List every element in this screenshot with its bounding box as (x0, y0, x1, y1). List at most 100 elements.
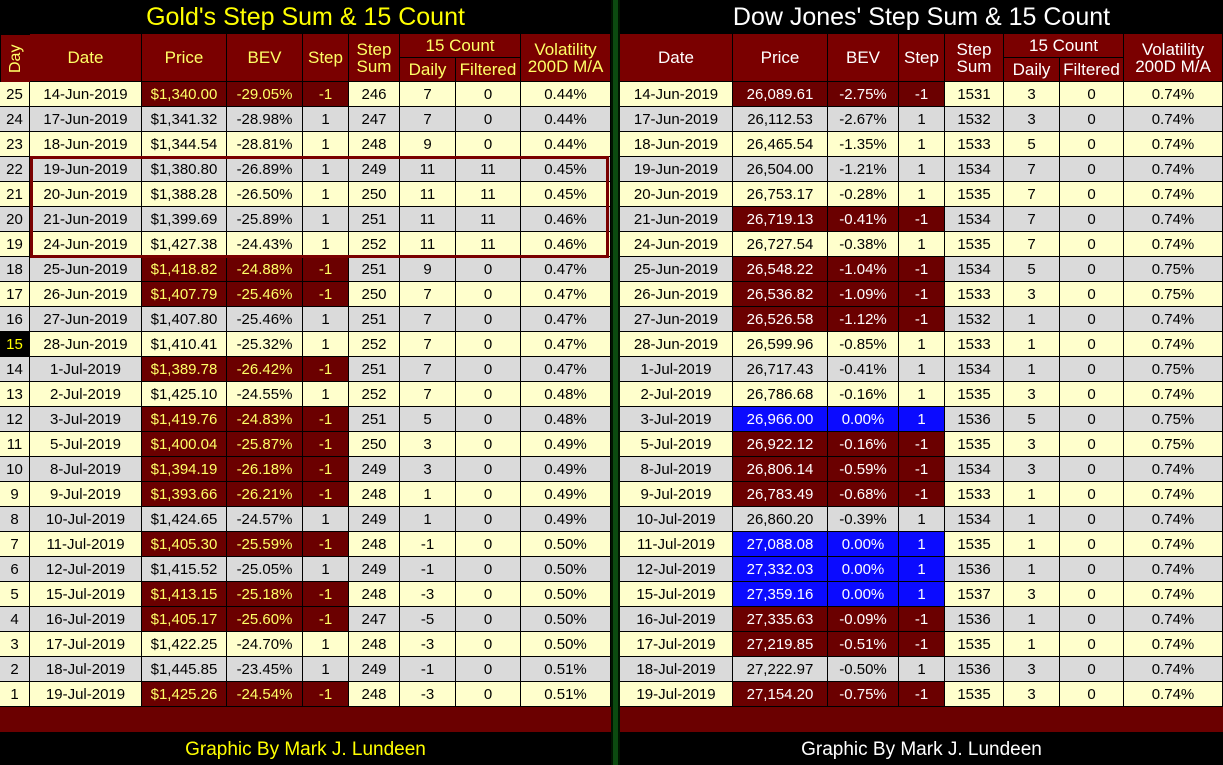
table-row: 3 17-Jul-2019 $1,422.25 -24.70% 1 248 -3 0 0.50% (0, 632, 611, 657)
price-cell: $1,415.52 (142, 557, 227, 582)
filtered-cell: 0 (1060, 607, 1124, 632)
volatility-cell: 0.75% (1124, 432, 1223, 457)
date-cell: 10-Jul-2019 (30, 507, 142, 532)
volatility-cell: 0.45% (521, 182, 611, 207)
bev-cell: -0.68% (828, 482, 899, 507)
day-cell: 14 (0, 357, 30, 382)
price-cell: 26,112.53 (733, 107, 828, 132)
bev-cell: -26.18% (227, 457, 303, 482)
date-cell: 16-Jul-2019 (30, 607, 142, 632)
step-cell: -1 (899, 457, 945, 482)
daily-cell: 7 (400, 307, 456, 332)
table-row: 20-Jun-2019 26,753.17 -0.28% 1 1535 7 0 0.74% (620, 182, 1223, 207)
date-cell: 2-Jul-2019 (620, 382, 733, 407)
header-date: Date (30, 34, 142, 82)
daily-cell: 1 (1004, 632, 1060, 657)
date-cell: 12-Jul-2019 (30, 557, 142, 582)
header-filtered: Filtered (456, 58, 521, 82)
filtered-cell: 0 (1060, 257, 1124, 282)
step-cell: -1 (899, 432, 945, 457)
volatility-cell: 0.49% (521, 432, 611, 457)
volatility-cell: 0.74% (1124, 132, 1223, 157)
date-cell: 5-Jul-2019 (620, 432, 733, 457)
filtered-cell: 0 (456, 482, 521, 507)
filtered-cell: 0 (1060, 307, 1124, 332)
filtered-cell: 0 (1060, 232, 1124, 257)
filtered-cell: 0 (456, 357, 521, 382)
daily-cell: 1 (1004, 332, 1060, 357)
date-cell: 18-Jul-2019 (30, 657, 142, 682)
date-cell: 25-Jun-2019 (620, 257, 733, 282)
date-cell: 18-Jul-2019 (620, 657, 733, 682)
table-row: 12 3-Jul-2019 $1,419.76 -24.83% -1 251 5 0 0.48% (0, 407, 611, 432)
filtered-cell: 11 (456, 232, 521, 257)
daily-cell: 1 (1004, 557, 1060, 582)
daily-cell: 9 (400, 257, 456, 282)
date-cell: 26-Jun-2019 (620, 282, 733, 307)
filtered-cell: 0 (456, 432, 521, 457)
date-cell: 20-Jun-2019 (30, 182, 142, 207)
day-cell: 17 (0, 282, 30, 307)
table-row: 17-Jun-2019 26,112.53 -2.67% 1 1532 3 0 0.74% (620, 107, 1223, 132)
step-cell: 1 (899, 107, 945, 132)
header-volatility: Volatility 200D M/A (1124, 34, 1223, 82)
table-row: 21-Jun-2019 26,719.13 -0.41% -1 1534 7 0 0.74% (620, 207, 1223, 232)
price-cell: 27,335.63 (733, 607, 828, 632)
daily-cell: 7 (400, 382, 456, 407)
price-cell: $1,405.17 (142, 607, 227, 632)
filtered-cell: 0 (456, 82, 521, 107)
volatility-cell: 0.74% (1124, 232, 1223, 257)
dow-table-title: Dow Jones' Step Sum & 15 Count (732, 3, 1111, 31)
volatility-cell: 0.74% (1124, 457, 1223, 482)
price-cell: 26,465.54 (733, 132, 828, 157)
table-row: 25-Jun-2019 26,548.22 -1.04% -1 1534 5 0 0.75% (620, 257, 1223, 282)
daily-cell: 7 (1004, 207, 1060, 232)
filtered-cell: 0 (456, 282, 521, 307)
header-volatility: Volatility 200D M/A (521, 34, 611, 82)
table-row: 14-Jun-2019 26,089.61 -2.75% -1 1531 3 0 0.74% (620, 82, 1223, 107)
bev-cell: -0.50% (828, 657, 899, 682)
filtered-cell: 0 (1060, 507, 1124, 532)
table-row: 16-Jul-2019 27,335.63 -0.09% -1 1536 1 0 0.74% (620, 607, 1223, 632)
step-cell: 1 (303, 207, 349, 232)
table-row: 5 15-Jul-2019 $1,413.15 -25.18% -1 248 -3 0 0.50… (0, 582, 611, 607)
table-row: 4 16-Jul-2019 $1,405.17 -25.60% -1 247 -5 0 0.50… (0, 607, 611, 632)
daily-cell: 1 (400, 482, 456, 507)
daily-cell: 3 (1004, 82, 1060, 107)
volatility-cell: 0.47% (521, 257, 611, 282)
filtered-cell: 0 (1060, 557, 1124, 582)
bev-cell: 0.00% (828, 407, 899, 432)
bev-cell: -1.21% (828, 157, 899, 182)
bev-cell: -1.35% (828, 132, 899, 157)
daily-cell: 3 (1004, 657, 1060, 682)
volatility-cell: 0.50% (521, 632, 611, 657)
filtered-cell: 11 (456, 182, 521, 207)
daily-cell: 1 (400, 507, 456, 532)
date-cell: 27-Jun-2019 (30, 307, 142, 332)
day-cell: 5 (0, 582, 30, 607)
daily-cell: 3 (1004, 107, 1060, 132)
table-row: 19-Jun-2019 26,504.00 -1.21% 1 1534 7 0 0.74% (620, 157, 1223, 182)
daily-cell: 5 (1004, 257, 1060, 282)
step-sum-cell: 1535 (945, 232, 1004, 257)
filtered-cell: 0 (1060, 332, 1124, 357)
bev-cell: -25.18% (227, 582, 303, 607)
filtered-cell: 0 (1060, 282, 1124, 307)
header-15-count: 15 Count (400, 34, 521, 58)
daily-cell: -3 (400, 582, 456, 607)
price-cell: 26,717.43 (733, 357, 828, 382)
filtered-cell: 0 (456, 407, 521, 432)
step-sum-cell: 250 (349, 282, 400, 307)
filtered-cell: 0 (456, 382, 521, 407)
price-cell: $1,405.30 (142, 532, 227, 557)
volatility-cell: 0.44% (521, 82, 611, 107)
volatility-cell: 0.47% (521, 282, 611, 307)
step-sum-cell: 251 (349, 407, 400, 432)
daily-cell: 1 (1004, 532, 1060, 557)
price-cell: $1,389.78 (142, 357, 227, 382)
volatility-cell: 0.48% (521, 407, 611, 432)
day-cell: 11 (0, 432, 30, 457)
daily-cell: 7 (400, 107, 456, 132)
daily-cell: -3 (400, 632, 456, 657)
daily-cell: 1 (1004, 307, 1060, 332)
